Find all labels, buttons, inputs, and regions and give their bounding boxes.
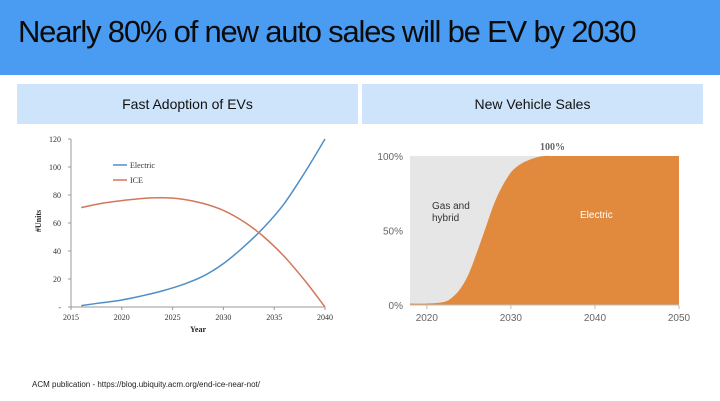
- x-tick-label: 2020: [114, 313, 130, 322]
- y-tick-label: 120: [49, 135, 61, 144]
- ev-adoption-title: Fast Adoption of EVs: [17, 84, 358, 124]
- x-tick-label: 2025: [165, 313, 181, 322]
- slide-title: Nearly 80% of new auto sales will be EV …: [18, 14, 637, 49]
- y-tick-label: 20: [53, 275, 61, 284]
- x-tick-label: 2030: [215, 313, 231, 322]
- y-axis-label: #Units: [34, 210, 43, 232]
- x-tick-label: 2015: [63, 313, 79, 322]
- electric-area: [410, 155, 679, 305]
- x-tick-label: 2030: [500, 313, 523, 324]
- vehicle-sales-title: New Vehicle Sales: [362, 84, 703, 124]
- x-tick-label: 2020: [416, 313, 439, 324]
- legend-label-electric: Electric: [130, 161, 155, 170]
- peak-annotation: 100%: [540, 142, 565, 153]
- y-tick-label: 80: [53, 191, 61, 200]
- series-line-ice: [81, 197, 326, 308]
- series-line-electric: [81, 138, 326, 307]
- x-tick-label: 2050: [668, 313, 691, 324]
- title-banner: Nearly 80% of new auto sales will be EV …: [0, 0, 720, 75]
- y-tick-label: 100: [49, 163, 61, 172]
- source-citation: ACM publication - https://blog.ubiquity.…: [32, 380, 260, 389]
- vehicle-sales-panel: New Vehicle Sales 0% 50% 100% 2020 2030 2040 2…: [362, 84, 703, 342]
- y-tick-label: 60: [53, 219, 61, 228]
- legend-label-ice: ICE: [130, 176, 143, 185]
- y-tick-label: 50%: [383, 227, 403, 238]
- x-tick-label: 2035: [266, 313, 282, 322]
- vehicle-sales-area-chart: 0% 50% 100% 2020 2030 2040 2050 100% Gas andhyb…: [377, 142, 691, 324]
- x-tick-label: 2040: [584, 313, 607, 324]
- x-tick-label: 2040: [317, 313, 333, 322]
- y-tick-label: -: [58, 303, 61, 312]
- gas-hybrid-label: hybrid: [432, 213, 459, 224]
- y-tick-label: 0%: [389, 301, 404, 312]
- x-axis-label: Year: [190, 325, 206, 334]
- y-tick-label: 40: [53, 247, 61, 256]
- ev-adoption-panel: Fast Adoption of EVs -20 40 60 80 100 120 2015…: [17, 84, 358, 342]
- electric-label: Electric: [580, 210, 613, 221]
- gas-hybrid-label: Gas and: [432, 201, 470, 212]
- y-tick-label: 100%: [377, 152, 403, 163]
